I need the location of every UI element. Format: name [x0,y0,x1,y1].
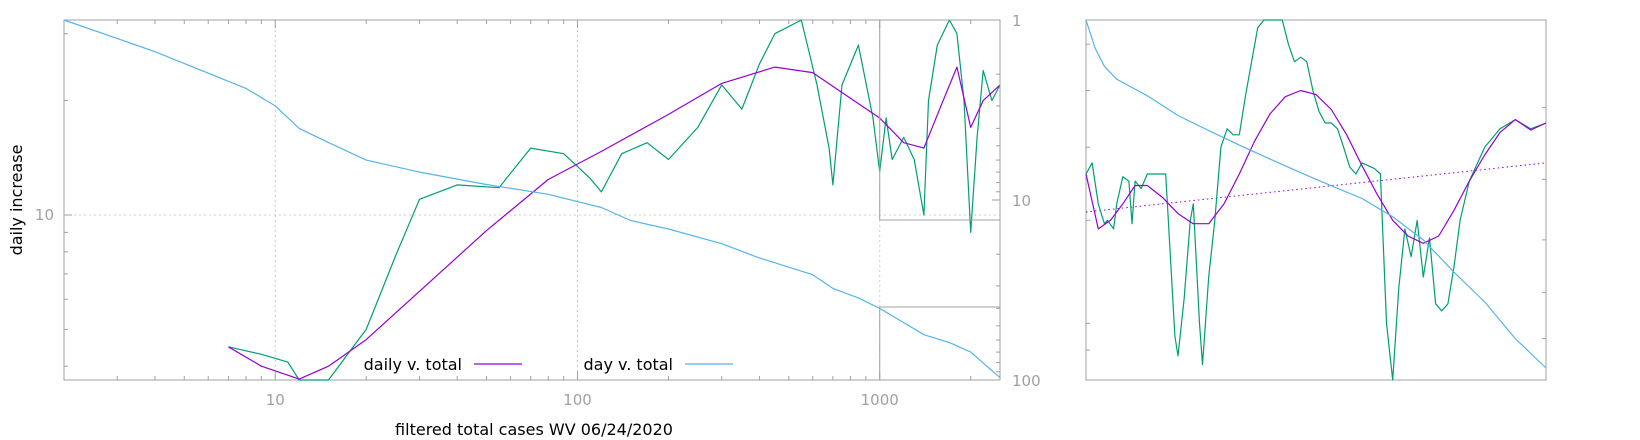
zoom-plot-frame [1085,19,1547,381]
zoom-trend-line [1085,162,1547,213]
main-tick-labels: 10 100 1000 10 1 10 100 [35,12,1041,409]
series-daily-v-total-line [228,66,1001,380]
x-tick-label: 10 [266,391,285,409]
zoom-plot [1085,19,1547,381]
x-tick-label: 100 [563,391,592,409]
zoom-frame-rect [1085,19,1547,381]
x-axis-label: filtered total cases WV 06/24/2020 [395,420,673,439]
main-axis-ticks [63,19,1000,381]
y-left-tick-label: 10 [35,206,54,224]
legend-label: daily v. total [364,355,462,374]
y-right-tick-label: 1 [1012,12,1022,30]
zoom-daily-v-total-line [1085,89,1547,244]
main-plot: 10 100 1000 10 1 10 100 filtered total cases W… [7,12,1041,439]
zoom-series-group [1085,19,1547,381]
y-axis-label: daily increase [7,145,26,256]
main-frame-rect [63,19,1001,381]
series-day-v-total-line [63,19,1001,379]
inset-indicator [879,19,1001,381]
inset-region-lower [879,306,1001,381]
x-tick-label: 1000 [861,391,899,409]
zoom-raw-daily-line [1085,19,1547,381]
main-series-group [63,19,1001,381]
y-right-tick-label: 10 [1012,192,1031,210]
zoom-day-v-total-line [1085,19,1547,369]
inset-region-upper [879,19,1001,221]
y-right-tick-label: 100 [1012,372,1041,390]
main-grid [64,20,1000,380]
legend-label: day v. total [584,355,674,374]
legend: daily v. total day v. total [364,355,733,374]
series-raw-daily-line [228,19,1001,381]
main-plot-frame [63,19,1001,381]
zoom-axis-ticks [1086,19,1546,381]
